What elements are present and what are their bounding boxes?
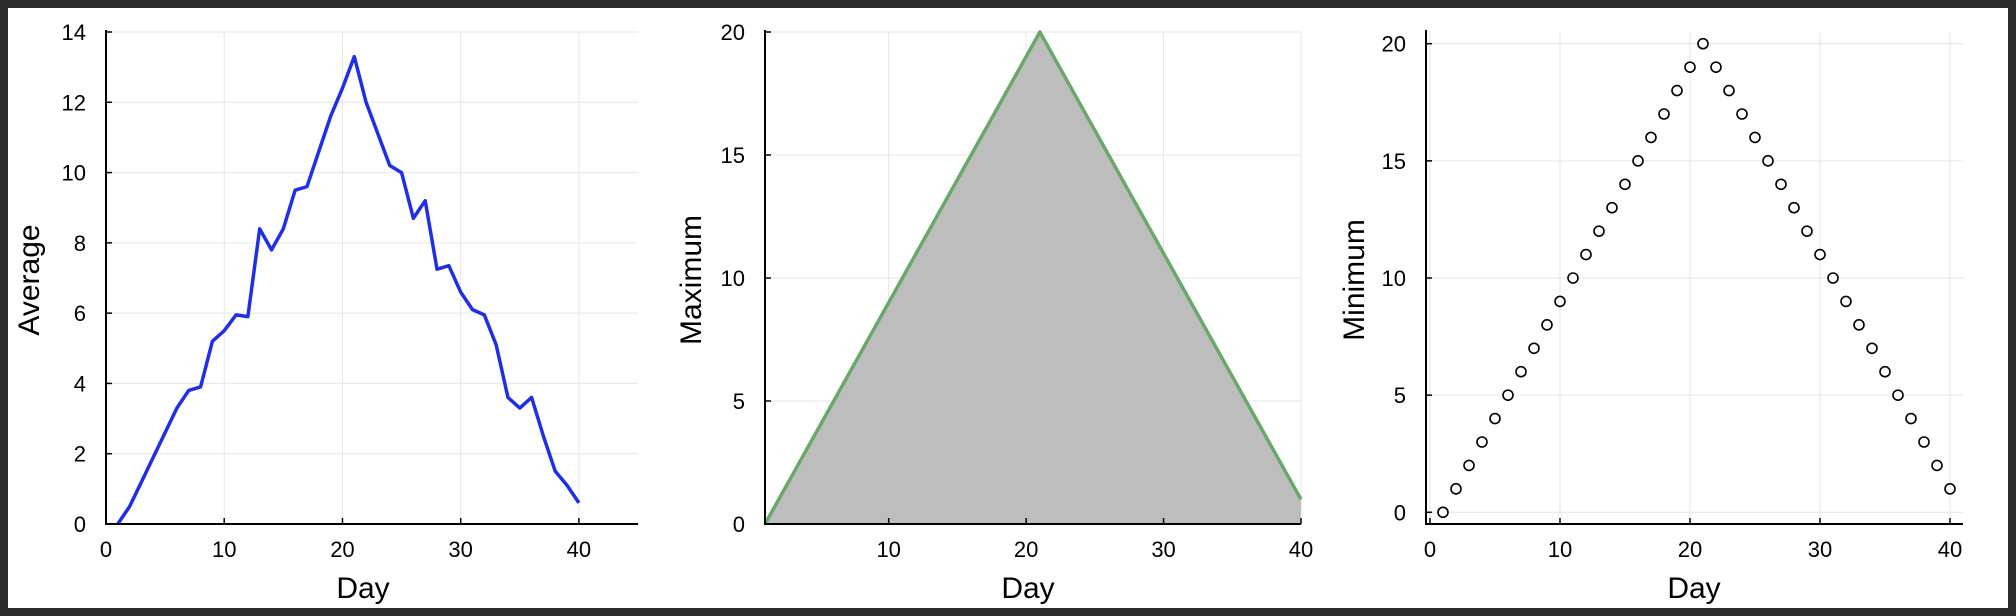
x-tick-label: 40 [1289, 537, 1313, 562]
series-line [763, 30, 1303, 525]
y-tick-label: 14 [62, 20, 86, 45]
data-point [1944, 483, 1956, 495]
data-point [1684, 61, 1696, 73]
data-point [1736, 108, 1748, 120]
y-tick-label: 20 [1382, 32, 1406, 57]
data-point [1879, 365, 1891, 378]
x-tick-label: 20 [1014, 537, 1038, 562]
data-point [1905, 412, 1917, 425]
figure-svg: Day Average 0 10 20 30 40 0 2 4 6 8 10 12 14 Day Max… [13, 20, 1963, 605]
x-tick-label: 20 [330, 537, 354, 562]
y-tick-label: 12 [62, 90, 86, 115]
x-tick-label: 0 [1424, 537, 1436, 562]
data-point [1593, 225, 1605, 237]
average-chart: Day Average 0 10 20 30 40 0 2 4 6 8 10 12 14 [13, 20, 638, 605]
x-tick-label: 20 [1678, 537, 1702, 562]
series-line [116, 54, 581, 525]
data-point [1788, 201, 1800, 214]
data-point [1502, 389, 1514, 401]
data-point [1619, 178, 1631, 191]
data-point [1450, 483, 1462, 495]
y-tick-label: 10 [1382, 266, 1406, 291]
x-axis-label: Day [1667, 572, 1720, 605]
y-tick-label: 5 [1394, 383, 1406, 408]
grid [105, 31, 638, 525]
scatter-points [1437, 37, 1956, 519]
area-fill [765, 32, 1301, 524]
x-axis-label: Day [1001, 572, 1054, 605]
y-axis-label: Average [13, 224, 46, 335]
x-tick-label: 40 [567, 537, 591, 562]
data-point [1567, 272, 1579, 284]
data-point [1918, 436, 1930, 448]
data-point [1554, 295, 1566, 308]
y-tick-label: 10 [62, 161, 86, 186]
data-point [1580, 248, 1592, 261]
data-point [1775, 178, 1787, 191]
data-point [1697, 37, 1709, 50]
data-point [1801, 225, 1813, 237]
data-point [1762, 155, 1774, 167]
data-point [1749, 131, 1761, 144]
x-axis-label: Day [336, 572, 389, 605]
data-point [1515, 365, 1527, 378]
data-point [1606, 201, 1618, 214]
x-tick-label: 10 [212, 537, 236, 562]
y-tick-label: 8 [74, 231, 86, 256]
y-tick-label: 20 [721, 20, 745, 45]
data-point [1840, 295, 1852, 308]
maximum-chart: Day Maximum 10 20 30 40 0 5 10 15 20 [675, 20, 1313, 605]
data-point [1853, 319, 1865, 331]
data-point [1437, 506, 1449, 519]
y-tick-label: 5 [733, 389, 745, 414]
grid [1429, 32, 1963, 524]
x-tick-label: 30 [1808, 537, 1832, 562]
x-tick-label: 10 [876, 537, 900, 562]
y-tick-label: 15 [1382, 149, 1406, 174]
y-tick-label: 0 [733, 512, 745, 537]
y-tick-label: 0 [1394, 500, 1406, 525]
data-point [1814, 248, 1826, 261]
x-tick-label: 0 [100, 537, 112, 562]
data-point [1476, 436, 1488, 448]
data-point [1541, 319, 1553, 331]
data-point [1827, 272, 1839, 284]
y-axis-label: Maximum [675, 215, 708, 345]
y-tick-label: 15 [721, 143, 745, 168]
y-tick-label: 4 [74, 371, 86, 396]
y-tick-label: 2 [74, 442, 86, 467]
y-tick-label: 6 [74, 301, 86, 326]
figure: Day Average 0 10 20 30 40 0 2 4 6 8 10 12 14 Day Max… [8, 8, 2008, 608]
data-point [1645, 131, 1657, 144]
x-tick-label: 30 [1151, 537, 1175, 562]
x-tick-label: 10 [1548, 537, 1572, 562]
x-tick-label: 30 [448, 537, 472, 562]
data-point [1892, 389, 1904, 401]
data-point [1723, 84, 1735, 97]
y-axis-label: Minimum [1338, 219, 1371, 341]
data-point [1866, 342, 1878, 355]
data-point [1632, 155, 1644, 167]
y-tick-label: 10 [721, 266, 745, 291]
y-tick-label: 0 [74, 512, 86, 537]
data-point [1489, 412, 1501, 425]
x-tick-label: 40 [1938, 537, 1962, 562]
data-point [1710, 61, 1722, 73]
data-point [1463, 459, 1475, 472]
data-point [1658, 108, 1670, 120]
minimum-chart: Day Minimum 0 10 20 30 40 0 5 10 15 20 [1338, 30, 1963, 605]
data-point [1931, 459, 1943, 472]
data-point [1528, 342, 1540, 355]
data-point [1671, 84, 1683, 97]
